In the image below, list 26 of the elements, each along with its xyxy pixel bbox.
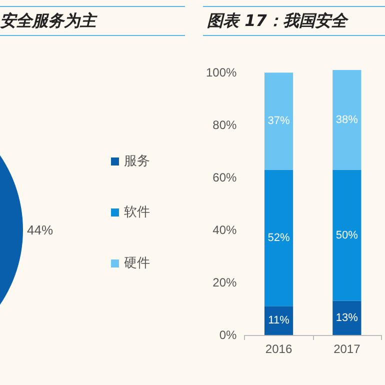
bar [264,306,294,335]
y-tick-label: 60% [212,170,238,185]
chart-title: 安全服务为主 [0,6,185,36]
bar [332,70,362,170]
y-tick-label: 100% [206,66,238,80]
bar [332,170,362,301]
data-label: 44% [27,222,54,238]
x-tick-label: 2016 [265,342,292,356]
y-tick-label: 0% [219,328,238,342]
chart-title: 图表 17：我国安全 [203,6,385,36]
legend-label: 软件 [124,205,150,220]
y-tick-label: 40% [212,223,238,238]
data-label: 52% [268,232,290,244]
bar [264,72,294,170]
y-tick-label: 20% [212,276,238,290]
y-tick-label: 80% [212,118,238,132]
data-label: 13% [336,312,358,324]
bar [264,170,294,306]
x-tick-label: 2017 [334,342,361,356]
data-label: 11% [268,314,290,327]
legend-label: 服务 [124,154,150,169]
bar [332,300,362,335]
data-label: 50% [336,229,358,242]
legend-label: 硬件 [124,256,150,271]
data-label: 37% [268,115,290,128]
data-label: 38% [336,114,358,126]
